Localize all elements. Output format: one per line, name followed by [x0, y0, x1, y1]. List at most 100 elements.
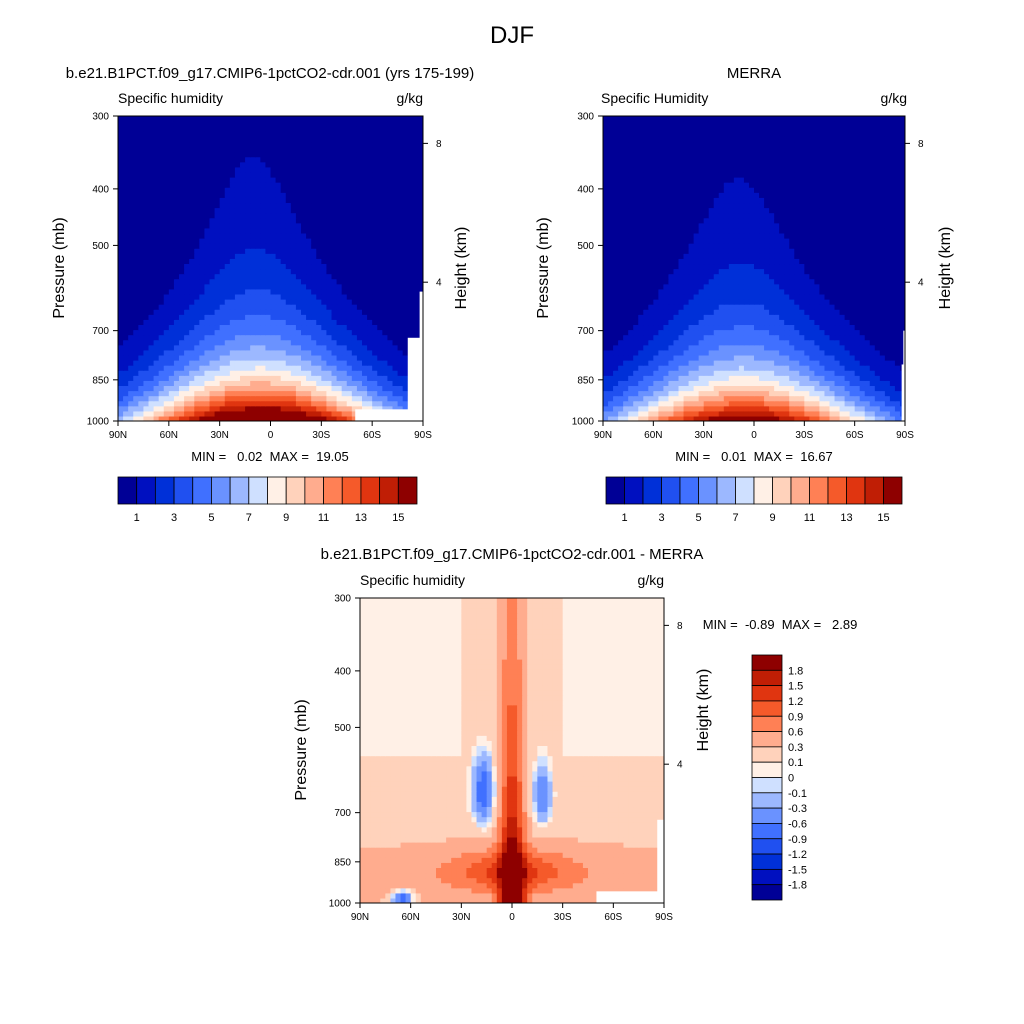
obs-field-cell [889, 380, 896, 387]
model-field-cell [377, 365, 383, 371]
obs-field-cell [789, 380, 795, 387]
model-field-cell [275, 278, 282, 285]
obs-field-cell [713, 390, 720, 397]
model-field-cell [326, 222, 333, 229]
model-field-cell [270, 288, 277, 295]
model-field-cell [163, 131, 170, 137]
model-field-cell [189, 207, 195, 214]
model-field-cell [295, 334, 302, 341]
obs-field-cell [804, 370, 810, 376]
model-field-cell [184, 141, 190, 148]
model-field-cell [118, 375, 124, 381]
model-field-cell [123, 360, 129, 366]
obs-field-cell [693, 319, 700, 326]
model-field-cell [407, 212, 414, 219]
model-field-cell [229, 304, 236, 310]
obs-field-cell [784, 334, 790, 341]
model-field-cell [290, 121, 297, 127]
obs-field-cell [633, 415, 639, 421]
model-field-cell [250, 380, 256, 387]
obs-field-cell [874, 339, 881, 346]
model-field-cell [138, 202, 145, 209]
model-field-cell [143, 380, 150, 387]
model-field-cell [148, 248, 155, 254]
obs-field-cell [849, 314, 856, 320]
model-field-cell [179, 248, 185, 254]
model-field-cell [199, 248, 206, 254]
model-field-cell [148, 268, 155, 275]
obs-field-cell [784, 415, 790, 421]
model-field-cell [204, 410, 211, 417]
model-field-cell [311, 319, 317, 326]
model-field-cell [331, 192, 338, 198]
model-field-cell [250, 166, 256, 173]
obs-field-cell [789, 314, 795, 320]
model-field-cell [372, 283, 378, 290]
model-field-cell [255, 339, 261, 346]
model-field-cell [260, 370, 267, 376]
model-field-cell [229, 263, 236, 270]
model-field-cell [148, 273, 155, 280]
model-field-cell [280, 299, 287, 305]
obs-field-cell [754, 385, 760, 392]
model-field-cell [341, 182, 348, 188]
model-field-cell [367, 385, 373, 392]
obs-field-cell [618, 415, 624, 421]
model-field-cell [229, 268, 236, 275]
model-field-cell [209, 365, 216, 371]
model-field-cell [240, 334, 246, 341]
model-field-cell [397, 232, 404, 239]
model-field-cell [382, 299, 389, 305]
model-field-cell [148, 319, 155, 326]
model-field-cell [275, 253, 282, 259]
model-field-cell [270, 161, 277, 168]
model-field-cell [402, 293, 409, 300]
model-field-cell [367, 207, 373, 214]
model-field-cell [214, 334, 221, 341]
model-field-cell [138, 415, 145, 421]
model-field-cell [245, 146, 251, 153]
obs-field-cell [854, 365, 861, 371]
obs-field-cell [839, 380, 846, 387]
model-field-cell [148, 349, 155, 356]
model-field-cell [128, 217, 134, 224]
model-field-cell [168, 283, 175, 290]
model-field-cell [280, 121, 287, 127]
model-field-cell [417, 232, 423, 239]
model-field-cell [163, 349, 170, 356]
model-field-cell [382, 324, 389, 331]
model-field-cell [229, 182, 236, 188]
model-field-cell [270, 349, 277, 356]
model-field-cell [194, 212, 200, 219]
obs-field-cell [864, 390, 871, 397]
obs-field-cell [748, 354, 755, 361]
obs-field-cell [894, 410, 901, 417]
obs-field-cell [713, 309, 720, 315]
model-field-cell [260, 405, 267, 412]
obs-field-cell [623, 405, 629, 412]
model-field-cell [356, 329, 363, 336]
model-field-cell [341, 314, 348, 320]
model-field-cell [189, 329, 195, 336]
obs-field-cell [688, 410, 695, 417]
model-field-cell [321, 171, 328, 178]
model-field-cell [179, 146, 185, 153]
model-field-cell [326, 192, 333, 198]
model-field-cell [153, 222, 160, 229]
model-field-cell [336, 410, 343, 417]
model-field-cell [402, 339, 409, 346]
obs-field-cell [628, 380, 634, 387]
model-field-cell [199, 253, 206, 259]
obs-field-cell [869, 324, 876, 331]
model-field-cell [250, 334, 256, 341]
model-field-cell [194, 410, 200, 417]
model-field-cell [402, 243, 409, 249]
model-field-cell [153, 243, 160, 249]
model-field-cell [173, 380, 180, 387]
model-field-cell [306, 263, 312, 270]
model-field-cell [260, 182, 267, 188]
model-field-cell [275, 319, 282, 326]
model-field-cell [255, 192, 261, 198]
obs-field-cell [839, 329, 846, 336]
model-field-cell [362, 177, 368, 183]
